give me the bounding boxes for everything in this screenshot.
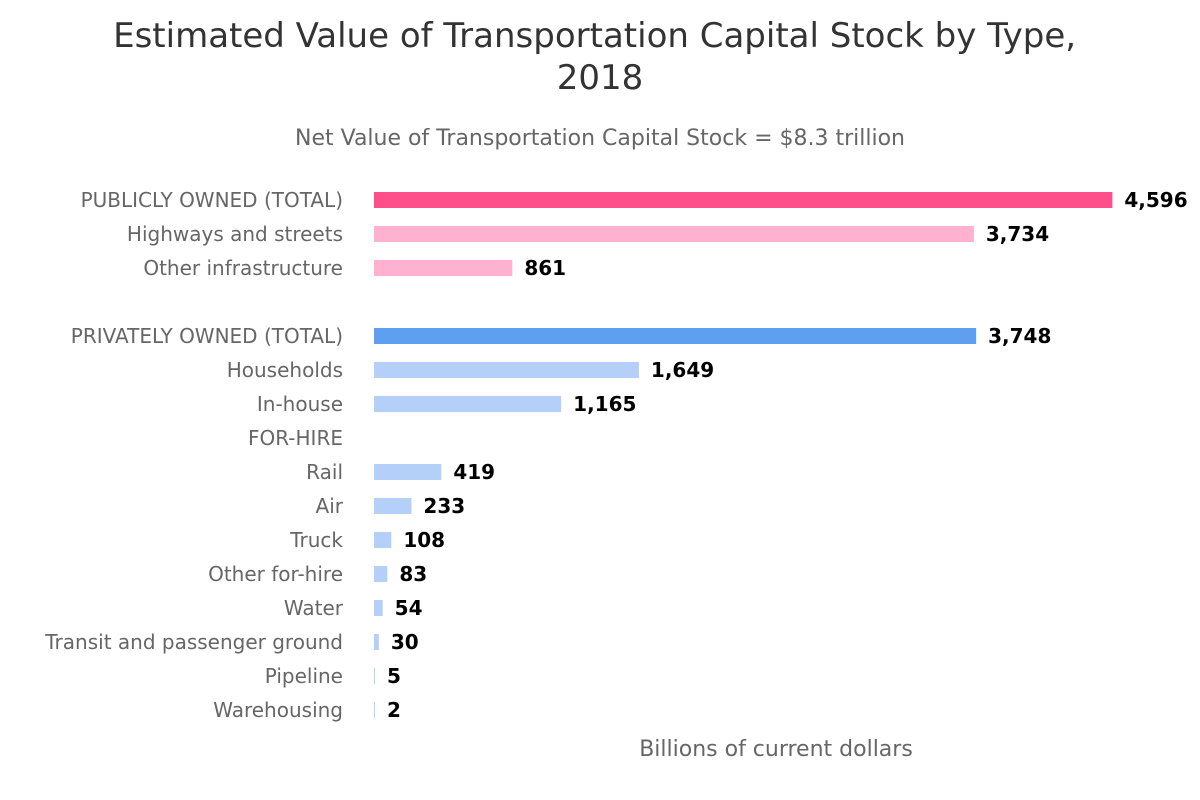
category-label-for-hire: FOR-HIRE: [248, 426, 343, 450]
bar-warehousing: [374, 702, 375, 718]
data-label-privately-owned-total: 3,748: [988, 324, 1051, 348]
category-label-pipeline: Pipeline: [265, 664, 343, 688]
category-label-households: Households: [227, 358, 343, 382]
bar-privately-owned-total: [374, 328, 977, 344]
data-label-pipeline: 5: [387, 664, 401, 688]
category-label-water: Water: [284, 596, 344, 620]
x-axis-title: Billions of current dollars: [639, 737, 913, 762]
category-label-highways-and-streets: Highways and streets: [127, 222, 343, 246]
category-label-privately-owned-total: PRIVATELY OWNED (TOTAL): [71, 324, 343, 348]
bar-air: [374, 498, 412, 514]
data-label-in-house: 1,165: [573, 392, 636, 416]
chart-rows: PUBLICLY OWNED (TOTAL) 4,596 Highways and …: [44, 188, 1187, 722]
bar-in-house: [374, 396, 562, 412]
bar-water: [374, 600, 383, 616]
data-label-households: 1,649: [651, 358, 714, 382]
chart-subtitle: Net Value of Transportation Capital Stoc…: [295, 126, 905, 151]
data-label-transit-and-passenger-ground: 30: [391, 630, 419, 654]
data-label-warehousing: 2: [387, 698, 401, 722]
data-label-water: 54: [395, 596, 423, 620]
category-label-warehousing: Warehousing: [213, 698, 343, 722]
category-label-rail: Rail: [306, 460, 343, 484]
category-label-other-for-hire: Other for-hire: [208, 562, 343, 586]
category-label-transit-and-passenger-ground: Transit and passenger ground: [44, 630, 343, 654]
bar-households: [374, 362, 639, 378]
chart-title-line-2: 2018: [557, 58, 644, 98]
chart-title: Estimated Value of Transportation Capita…: [113, 16, 1087, 98]
bar-pipeline: [374, 668, 375, 684]
bar-truck: [374, 532, 392, 548]
data-label-other-infrastructure: 861: [524, 256, 566, 280]
bar-publicly-owned-total: [374, 192, 1113, 208]
category-label-other-infrastructure: Other infrastructure: [143, 256, 343, 280]
data-label-air: 233: [423, 494, 465, 518]
bar-transit-and-passenger-ground: [374, 634, 379, 650]
bar-other-infrastructure: [374, 260, 513, 276]
chart-title-line-1: Estimated Value of Transportation Capita…: [113, 16, 1076, 56]
data-label-rail: 419: [453, 460, 495, 484]
data-label-publicly-owned-total: 4,596: [1124, 188, 1187, 212]
category-label-publicly-owned-total: PUBLICLY OWNED (TOTAL): [81, 188, 343, 212]
category-label-in-house: In-house: [257, 392, 343, 416]
data-label-truck: 108: [403, 528, 445, 552]
bar-other-for-hire: [374, 566, 388, 582]
category-label-truck: Truck: [289, 528, 343, 552]
category-label-air: Air: [316, 494, 344, 518]
data-label-other-for-hire: 83: [399, 562, 427, 586]
bar-rail: [374, 464, 442, 480]
data-label-highways-and-streets: 3,734: [986, 222, 1049, 246]
bar-highways-and-streets: [374, 226, 974, 242]
